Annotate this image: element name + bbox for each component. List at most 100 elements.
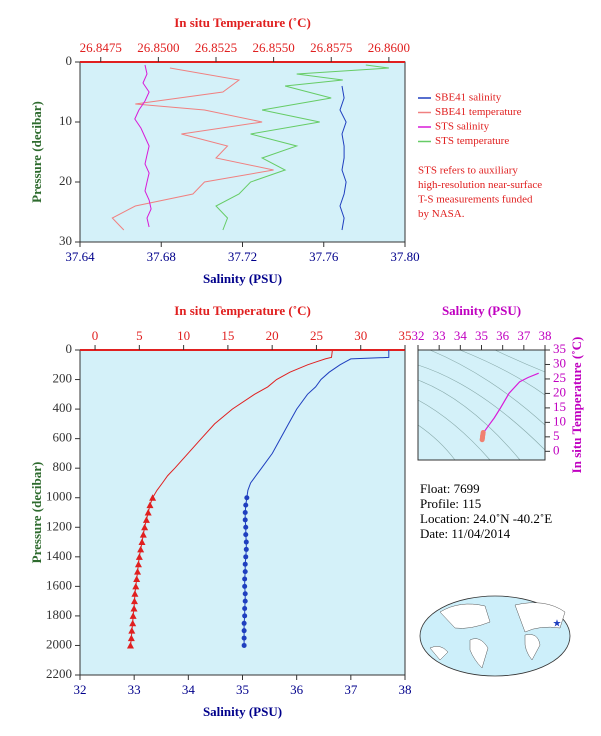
marker bbox=[139, 531, 147, 538]
y2-tick-label: 15 bbox=[553, 399, 566, 414]
profile-line bbox=[111, 67, 274, 231]
profile-line bbox=[215, 64, 389, 231]
x-tick-label: 35 bbox=[236, 682, 249, 697]
x2-tick-label: 37 bbox=[517, 328, 531, 343]
marker bbox=[241, 635, 247, 641]
profile-line bbox=[246, 350, 390, 498]
x2-tick-label: 38 bbox=[539, 328, 552, 343]
x2-tick-label: 34 bbox=[454, 328, 468, 343]
y2-tick-label: 20 bbox=[553, 384, 566, 399]
x-tick-label: 37.64 bbox=[65, 249, 95, 264]
world-map: ★ bbox=[419, 595, 571, 677]
y2-tick-label: 30 bbox=[553, 355, 566, 370]
x-tick-label: 37.72 bbox=[228, 249, 257, 264]
y-tick-label: 1800 bbox=[46, 607, 72, 622]
marker bbox=[242, 613, 248, 619]
y2-tick-label: 25 bbox=[553, 370, 566, 385]
marker bbox=[244, 495, 250, 501]
marker bbox=[243, 524, 249, 530]
x2-tick-label: 15 bbox=[221, 328, 234, 343]
x-tick-label: 38 bbox=[399, 682, 412, 697]
plot-area bbox=[80, 350, 405, 675]
y-axis-title: Pressure (decibar) bbox=[29, 462, 44, 564]
y-tick-label: 30 bbox=[59, 233, 72, 248]
marker bbox=[149, 494, 157, 501]
x2-tick-label: 25 bbox=[310, 328, 323, 343]
x-tick-label: 32 bbox=[74, 682, 87, 697]
marker bbox=[144, 509, 152, 516]
x2-axis-title: In situ Temperature (˚C) bbox=[174, 303, 311, 318]
x-tick-label: 37.68 bbox=[147, 249, 176, 264]
y-tick-label: 0 bbox=[66, 341, 73, 356]
plot-area bbox=[80, 62, 405, 242]
x2-tick-label: 5 bbox=[136, 328, 143, 343]
x-tick-label: 34 bbox=[182, 682, 196, 697]
y-tick-label: 2200 bbox=[46, 666, 72, 681]
marker bbox=[242, 598, 248, 604]
x2-tick-label: 20 bbox=[266, 328, 279, 343]
y2-tick-label: 0 bbox=[553, 442, 560, 457]
marker bbox=[129, 619, 137, 627]
x2-tick-label: 33 bbox=[433, 328, 446, 343]
y-tick-label: 600 bbox=[53, 430, 73, 445]
marker bbox=[242, 569, 248, 575]
marker bbox=[242, 583, 248, 589]
x2-tick-label: 26.8475 bbox=[80, 40, 122, 55]
legend-label: SBE41 temperature bbox=[435, 106, 522, 118]
y-tick-label: 20 bbox=[59, 173, 72, 188]
legend-label: SBE41 salinity bbox=[435, 92, 502, 104]
x2-tick-label: 35 bbox=[399, 328, 412, 343]
marker bbox=[243, 532, 249, 538]
marker bbox=[480, 430, 486, 435]
y2-tick-label: 5 bbox=[553, 428, 560, 443]
marker bbox=[242, 606, 248, 612]
marker bbox=[131, 590, 139, 597]
marker bbox=[126, 641, 134, 649]
x-tick-label: 37 bbox=[344, 682, 358, 697]
float-info: Location: 24.0˚N -40.2˚E bbox=[420, 511, 552, 526]
marker bbox=[146, 501, 154, 509]
x2-tick-label: 26.8500 bbox=[137, 40, 179, 55]
x2-tick-label: 26.8550 bbox=[252, 40, 294, 55]
float-info: Date: 11/04/2014 bbox=[420, 526, 511, 541]
y-tick-label: 1000 bbox=[46, 489, 72, 504]
y-axis-title: Pressure (decibar) bbox=[29, 101, 44, 203]
marker bbox=[127, 634, 135, 642]
x-tick-label: 37.80 bbox=[390, 249, 419, 264]
marker bbox=[242, 576, 248, 582]
marker bbox=[137, 545, 145, 553]
x2-tick-label: 35 bbox=[475, 328, 488, 343]
ts-contours bbox=[417, 349, 546, 461]
marker bbox=[242, 517, 248, 523]
y-tick-label: 0 bbox=[66, 53, 73, 68]
marker bbox=[135, 553, 143, 560]
note: by NASA. bbox=[418, 208, 465, 220]
marker bbox=[242, 591, 248, 597]
profile-line bbox=[339, 85, 347, 231]
marker bbox=[133, 575, 141, 582]
marker bbox=[128, 627, 136, 634]
float-info: Float: 7699 bbox=[420, 481, 480, 496]
marker bbox=[242, 510, 248, 515]
marker bbox=[129, 612, 137, 619]
y-tick-label: 1400 bbox=[46, 548, 72, 563]
x-axis-title: Salinity (PSU) bbox=[203, 271, 282, 286]
marker bbox=[134, 560, 142, 568]
y-tick-label: 400 bbox=[53, 400, 73, 415]
note: T-S measurements funded bbox=[418, 194, 533, 206]
marker bbox=[138, 538, 146, 546]
profile-line bbox=[134, 64, 152, 228]
y-tick-label: 1600 bbox=[46, 577, 72, 592]
plot-area bbox=[418, 350, 545, 460]
y-axis-title: In situ Temperature (˚C) bbox=[569, 337, 584, 474]
marker bbox=[243, 502, 249, 508]
marker bbox=[142, 516, 150, 523]
marker bbox=[241, 642, 247, 648]
profile-line bbox=[152, 349, 333, 498]
svg-text:★: ★ bbox=[553, 618, 562, 629]
marker bbox=[130, 605, 138, 612]
marker bbox=[134, 568, 142, 575]
marker bbox=[241, 628, 247, 634]
x2-tick-label: 30 bbox=[354, 328, 367, 343]
